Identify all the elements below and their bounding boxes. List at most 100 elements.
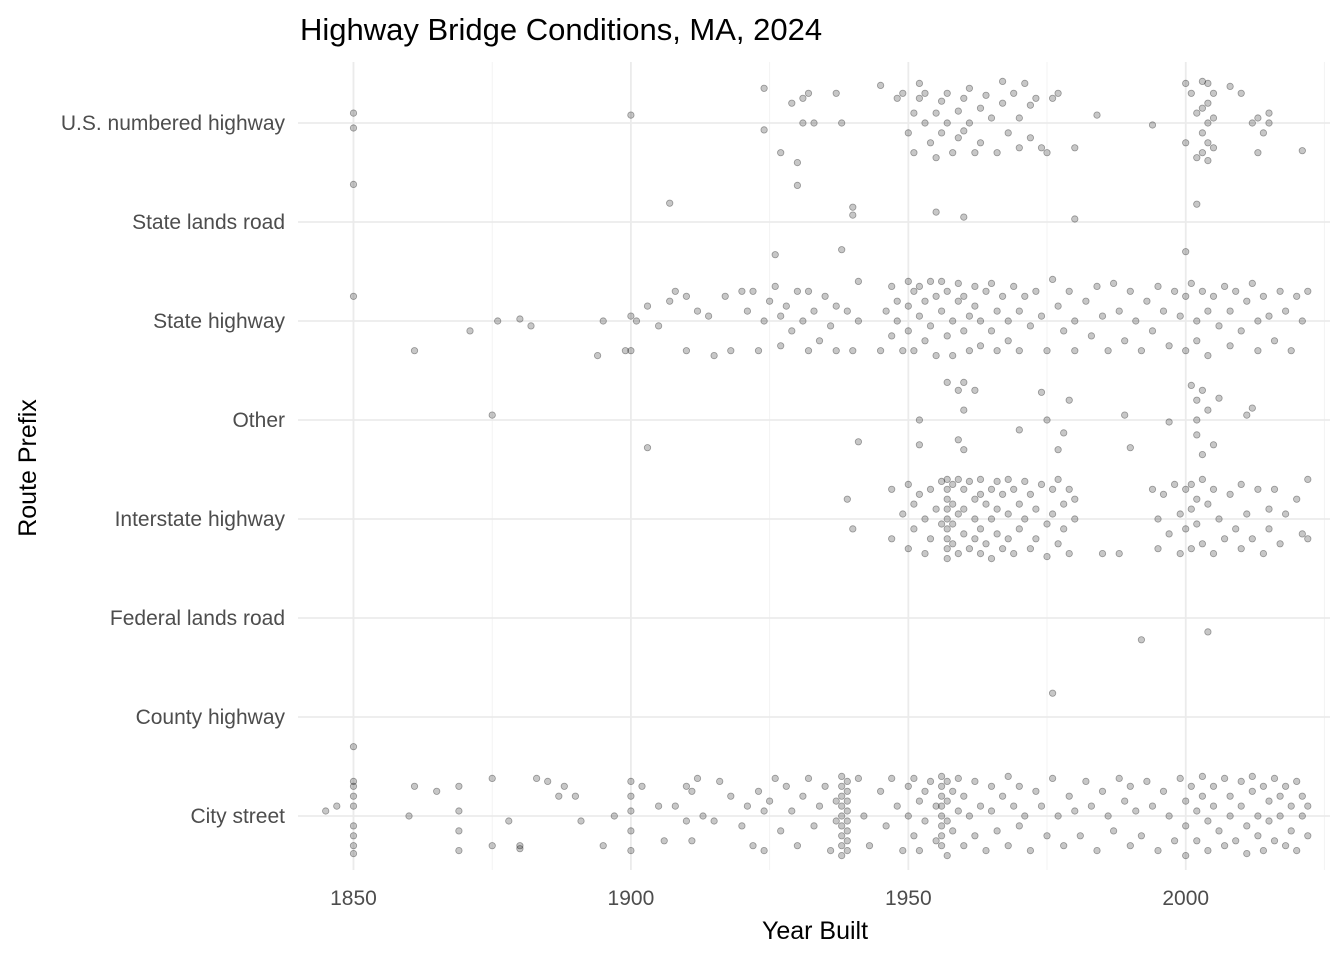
data-point <box>1104 812 1112 820</box>
data-point <box>765 797 774 805</box>
data-point <box>826 846 835 855</box>
data-point <box>1287 827 1295 835</box>
data-point <box>937 782 946 790</box>
data-point <box>738 822 746 830</box>
data-point <box>1298 792 1306 800</box>
data-point <box>333 802 341 810</box>
data-point <box>1115 307 1123 315</box>
data-point <box>1226 342 1234 350</box>
data-point <box>1032 505 1040 513</box>
data-point <box>1021 812 1029 820</box>
data-point <box>971 495 979 503</box>
data-point <box>1026 134 1035 142</box>
data-point <box>1265 119 1273 127</box>
data-point <box>1049 275 1057 283</box>
data-point <box>1065 396 1073 404</box>
data-point <box>943 119 951 127</box>
data-point <box>960 94 968 102</box>
data-point <box>937 520 946 528</box>
data-point <box>888 282 896 290</box>
data-point <box>804 89 813 97</box>
data-point <box>1209 144 1218 152</box>
data-point <box>1187 89 1195 97</box>
data-point <box>1226 307 1234 315</box>
data-point <box>1176 510 1184 518</box>
data-point <box>627 807 635 815</box>
data-point <box>1187 381 1195 389</box>
data-point <box>1198 792 1207 800</box>
data-point <box>1209 441 1218 449</box>
data-point <box>1032 94 1040 102</box>
data-point <box>954 134 962 142</box>
data-point <box>710 817 718 825</box>
data-point <box>876 787 885 795</box>
data-point <box>921 337 929 345</box>
data-point <box>1004 337 1012 345</box>
data-point <box>987 807 996 815</box>
data-point <box>1282 842 1290 850</box>
data-point <box>904 812 912 820</box>
data-point <box>693 774 702 783</box>
data-point <box>1137 636 1146 644</box>
data-point <box>671 287 679 295</box>
data-point <box>926 485 935 493</box>
data-point <box>349 109 358 117</box>
data-point <box>821 782 829 790</box>
data-point <box>1259 549 1268 558</box>
data-point <box>993 530 1001 538</box>
data-point <box>1254 812 1262 820</box>
data-point <box>1221 535 1229 543</box>
data-point <box>954 436 962 444</box>
data-point <box>1060 842 1068 850</box>
data-point <box>838 772 846 781</box>
data-point <box>1193 520 1201 528</box>
data-point <box>1171 480 1179 488</box>
data-point <box>654 802 663 810</box>
data-point <box>910 287 918 295</box>
data-point <box>965 119 974 127</box>
data-point <box>976 525 985 533</box>
data-point <box>876 347 885 355</box>
data-point <box>1265 797 1273 805</box>
data-point <box>932 505 940 513</box>
data-point <box>1243 849 1251 858</box>
data-point <box>1026 490 1035 498</box>
data-point <box>910 500 918 508</box>
data-point <box>743 802 752 810</box>
data-point <box>954 279 962 287</box>
data-point <box>1015 347 1023 355</box>
data-point <box>410 347 419 355</box>
data-point <box>910 525 918 533</box>
data-point <box>1032 787 1040 795</box>
data-point <box>1270 337 1279 345</box>
data-point <box>627 111 635 119</box>
data-point <box>405 812 413 820</box>
data-point <box>838 792 846 800</box>
data-point <box>1132 317 1140 325</box>
data-point <box>1037 480 1046 488</box>
data-point <box>1232 287 1240 295</box>
data-point <box>1165 812 1173 820</box>
data-point <box>921 119 929 127</box>
data-point <box>838 802 846 810</box>
data-point <box>1049 689 1057 697</box>
data-point <box>627 827 635 835</box>
data-point <box>727 792 735 800</box>
data-point <box>910 347 918 355</box>
data-point <box>982 846 990 855</box>
data-point <box>1010 485 1018 493</box>
data-point <box>1154 846 1162 855</box>
data-point <box>610 812 618 820</box>
data-point <box>1187 279 1195 287</box>
x-tick-label: 2000 <box>1162 887 1209 910</box>
data-point <box>1065 549 1073 558</box>
data-point <box>1065 792 1073 800</box>
data-point <box>1054 89 1062 97</box>
data-point <box>1198 149 1207 157</box>
data-point <box>926 277 935 285</box>
data-point <box>682 292 691 300</box>
data-point <box>1204 79 1212 88</box>
data-point <box>710 351 718 360</box>
data-point <box>1004 772 1012 781</box>
data-point <box>1104 347 1112 355</box>
